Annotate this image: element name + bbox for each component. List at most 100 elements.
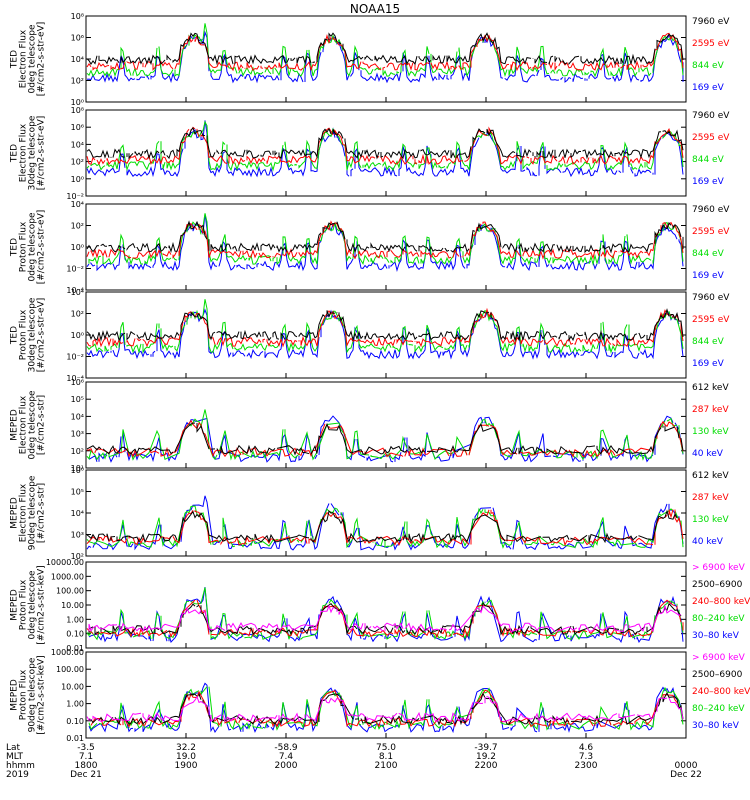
y-tick-label: 10.00 (61, 682, 84, 691)
y-axis-label: MEPEDProton Flux0deg telescope[#/cm2-s-s… (10, 565, 47, 644)
series-red (87, 222, 685, 258)
legend-entry: 2595 eV (692, 39, 730, 49)
y-tick-label: 10³ (71, 531, 84, 540)
panel-6: 10² 10³ 10⁴ 10⁵ 10⁶ MEPEDElectron Flux90deg t… (10, 466, 730, 561)
series-red (87, 419, 684, 458)
y-tick-label: 10² (71, 77, 84, 86)
legend-entry: 7960 eV (692, 17, 730, 27)
series-black (86, 127, 684, 160)
series-red (90, 689, 680, 728)
y-axis-label: MEPEDElectron Flux0deg telescope[#/cm2-s… (10, 390, 47, 460)
panel-3: 10⁻⁴ 10⁻² 10⁰ 10² 10⁴ TEDProton Flux0deg tele… (10, 200, 731, 295)
legend-entry: > 6900 keV (692, 563, 746, 573)
y-tick-label: 0.10 (66, 717, 84, 726)
y-axis-label: MEPEDElectron Flux90deg telescope[#/cm2-… (10, 475, 47, 550)
legend-entry: 7960 eV (692, 111, 730, 121)
legend-entry: 287 keV (692, 405, 729, 415)
y-tick-label: 10¹ (71, 464, 84, 473)
y-tick-label: 10³ (71, 430, 84, 439)
legend-entry: 844 eV (692, 155, 725, 165)
series-black (88, 692, 684, 726)
y-axis-label: TEDProton Flux0deg telescope[#/cm2-s-str… (10, 210, 47, 285)
legend-entry: 844 eV (692, 249, 725, 259)
panel-frame (85, 651, 687, 739)
legend-entry: 169 eV (692, 177, 725, 187)
y-tick-label: 10⁶ (71, 466, 84, 475)
series-red (86, 126, 684, 166)
y-tick-label: 10⁴ (71, 140, 84, 149)
panel-5: 10¹ 10² 10³ 10⁴ 10⁵ 10⁶ MEPEDElectron Flux0deg… (10, 378, 730, 473)
series-red (86, 32, 684, 72)
y-tick-label: 10² (71, 310, 84, 319)
y-tick-label: 10⁵ (71, 488, 84, 497)
y-tick-label: 1000.00 (51, 648, 84, 657)
legend-entry: 30–80 keV (692, 721, 740, 731)
series-blue (86, 120, 684, 178)
y-tick-label: 10⁴ (71, 200, 84, 209)
y-tick-label: 10.00 (61, 601, 84, 610)
y-tick-label: 10000.00 (46, 558, 84, 567)
legend-entry: 7960 eV (692, 293, 730, 303)
legend-entry: > 6900 keV (692, 653, 746, 663)
legend-entry: 2500–6900 (692, 670, 743, 680)
y-tick-label: 1.00 (66, 700, 84, 709)
series-red (86, 307, 684, 348)
series-green (88, 686, 684, 731)
legend-entry: 2500–6900 (692, 580, 743, 590)
series-black (86, 308, 684, 342)
y-tick-label: 10⁻⁴ (66, 286, 84, 295)
y-tick-label: 0.01 (66, 734, 84, 743)
legend-entry: 169 eV (692, 83, 725, 93)
legend-entry: 7960 eV (692, 205, 730, 215)
legend-entry: 40 keV (692, 537, 724, 547)
panel-1: 10⁰ 10² 10⁴ 10⁶ 10⁸ TEDElectron Flux0deg tele… (10, 12, 731, 107)
legend-entry: 612 keV (692, 383, 729, 393)
y-tick-label: 10⁸ (71, 12, 84, 21)
y-tick-label: 10⁻² (66, 353, 84, 362)
legend-entry: 169 eV (692, 271, 725, 281)
y-tick-label: 1000.00 (51, 572, 84, 581)
y-tick-label: 10⁻⁴ (66, 374, 84, 383)
y-tick-label: 10⁴ (71, 509, 84, 518)
y-tick-label: 10² (71, 552, 84, 561)
y-tick-label: 10⁶ (71, 378, 84, 387)
legend-entry: 240–800 keV (692, 687, 750, 697)
y-tick-label: 10² (71, 222, 84, 231)
legend-entry: 130 keV (692, 427, 729, 437)
legend-entry: 2595 eV (692, 315, 730, 325)
series-black (86, 509, 678, 544)
legend-entry: 2595 eV (692, 227, 730, 237)
chart-title: NOAA15 (349, 2, 401, 16)
y-tick-label: 10⁰ (71, 98, 84, 107)
y-tick-label: 10⁰ (71, 175, 84, 184)
y-tick-label: 10⁶ (71, 123, 84, 132)
series-green (88, 213, 684, 266)
y-axis-label: TEDProton Flux30deg telescope[#/cm2-s-st… (10, 297, 47, 372)
y-tick-label: 0.01 (66, 644, 84, 653)
y-tick-label: 100.00 (56, 587, 84, 596)
y-tick-label: 10² (71, 447, 84, 456)
legend-entry: 40 keV (692, 449, 724, 459)
legend-entry: 240–800 keV (692, 597, 750, 607)
y-tick-label: 10⁵ (71, 395, 84, 404)
y-tick-label: 10⁴ (71, 412, 84, 421)
y-tick-label: 10⁰ (71, 331, 84, 340)
panel-2: 10⁻² 10⁰ 10² 10⁴ 10⁶ 10⁸ TEDElectron Flux30deg… (10, 106, 731, 201)
y-tick-label: 10⁰ (71, 243, 84, 252)
legend-entry: 844 eV (692, 337, 725, 347)
y-axis-label: MEPEDProton Flux90deg telescope[#/cm2-s-… (10, 655, 47, 734)
panel-8: 0.01 0.10 1.00 10.00 100.00 1000.00 MEPEDProto… (10, 648, 750, 743)
legend-entry: 287 keV (692, 493, 729, 503)
y-tick-label: 0.10 (66, 630, 84, 639)
panel-7: 0.01 0.10 1.00 10.00 100.00 1000.00 10000.00ME… (10, 558, 750, 653)
series-black (86, 220, 684, 254)
y-tick-label: 10⁻² (66, 192, 84, 201)
legend-entry: 844 eV (692, 61, 725, 71)
y-tick-label: 10² (71, 158, 84, 167)
series-magenta (87, 697, 685, 722)
panel-4: 10⁻⁴ 10⁻² 10⁰ 10² 10⁴ TEDProton Flux30deg tel… (10, 288, 731, 383)
legend-entry: 169 eV (692, 359, 725, 369)
legend-entry: 80–240 keV (692, 614, 745, 624)
y-tick-label: 10⁸ (71, 106, 84, 115)
